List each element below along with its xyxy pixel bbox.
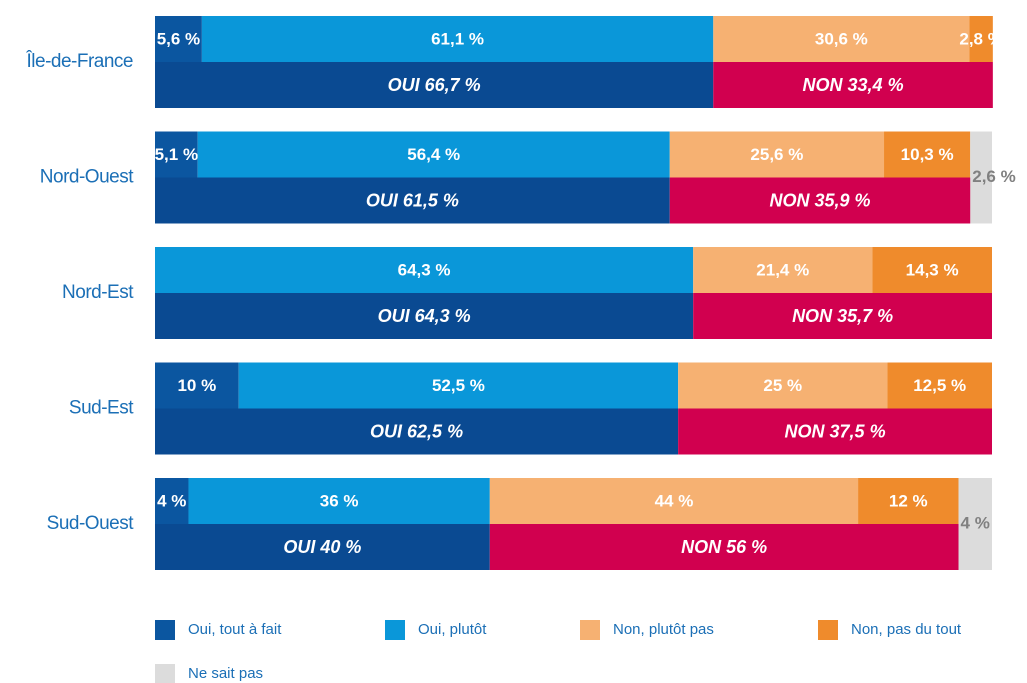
bar-segment [669,131,885,178]
value-label: 5,1 % [155,145,198,164]
bar-segment [858,478,959,524]
bar-segment [969,16,993,62]
legend-swatch [385,620,405,640]
total-label: OUI 61,5 % [366,190,459,210]
total-segment [155,524,490,570]
value-label: 4 % [157,491,186,510]
value-label: 64,3 % [398,260,451,279]
legend-label: Ne sait pas [188,665,263,682]
bar-segment [188,478,490,524]
legend-label: Non, pas du tout [851,621,962,638]
total-segment [155,293,694,339]
bar-segment [489,478,859,524]
value-label: 30,6 % [815,29,868,48]
bar-segment [693,247,873,293]
bar-segment [884,131,971,178]
legend-swatch [580,620,600,640]
total-label: OUI 64,3 % [378,306,471,326]
category-label: Nord-Est [62,282,134,303]
legend-swatch [155,620,175,640]
value-label: 10,3 % [901,145,954,164]
legend-label: Oui, plutôt [418,621,487,638]
value-label: 12 % [889,491,928,510]
value-label: 56,4 % [407,145,460,164]
total-segment [678,408,992,455]
bar-segment [155,362,239,409]
category-label: Île-de-France [26,50,134,72]
legend-swatch [818,620,838,640]
total-label: NON 35,7 % [792,306,893,326]
total-label: OUI 62,5 % [370,421,463,441]
total-label: NON 56 % [681,537,767,557]
value-label: 36 % [320,491,359,510]
bar-segment [201,16,714,62]
bar-segment [872,247,992,293]
bar-segment [197,131,670,178]
value-label: 2,6 % [972,167,1015,186]
value-label: 25 % [763,376,802,395]
total-segment [669,177,971,224]
total-segment [155,62,714,108]
legend-label: Non, plutôt pas [613,621,714,638]
bar-segment [678,362,888,409]
bar-segment [713,16,970,62]
bar-segment [155,247,694,293]
bar-segment [887,362,992,409]
legend-label: Oui, tout à fait [188,621,282,638]
category-label: Sud-Ouest [47,513,135,534]
bar-segment [958,478,992,570]
total-segment [489,524,959,570]
total-segment [693,293,992,339]
bar-segment [238,362,679,409]
total-label: NON 37,5 % [785,421,886,441]
bar-segment [970,131,992,224]
value-label: 21,4 % [756,260,809,279]
value-label: 12,5 % [913,376,966,395]
total-label: OUI 40 % [283,537,361,557]
legend-swatch [155,664,175,683]
value-label: 25,6 % [750,145,803,164]
bar-segment [155,478,189,524]
value-label: 10 % [177,376,216,395]
category-label: Nord-Ouest [40,167,134,188]
total-label: NON 35,9 % [769,190,870,210]
value-label: 61,1 % [431,29,484,48]
total-label: NON 33,4 % [803,75,904,95]
value-label: 44 % [655,491,694,510]
value-label: 52,5 % [432,376,485,395]
value-label: 2,8 % [959,29,1002,48]
value-label: 5,6 % [157,29,200,48]
value-label: 14,3 % [906,260,959,279]
category-label: Sud-Est [69,398,134,419]
bar-segment [155,131,198,178]
total-segment [155,408,679,455]
total-segment [713,62,993,108]
bar-segment [155,16,202,62]
value-label: 4 % [961,513,990,532]
total-label: OUI 66,7 % [388,75,481,95]
total-segment [155,177,670,224]
